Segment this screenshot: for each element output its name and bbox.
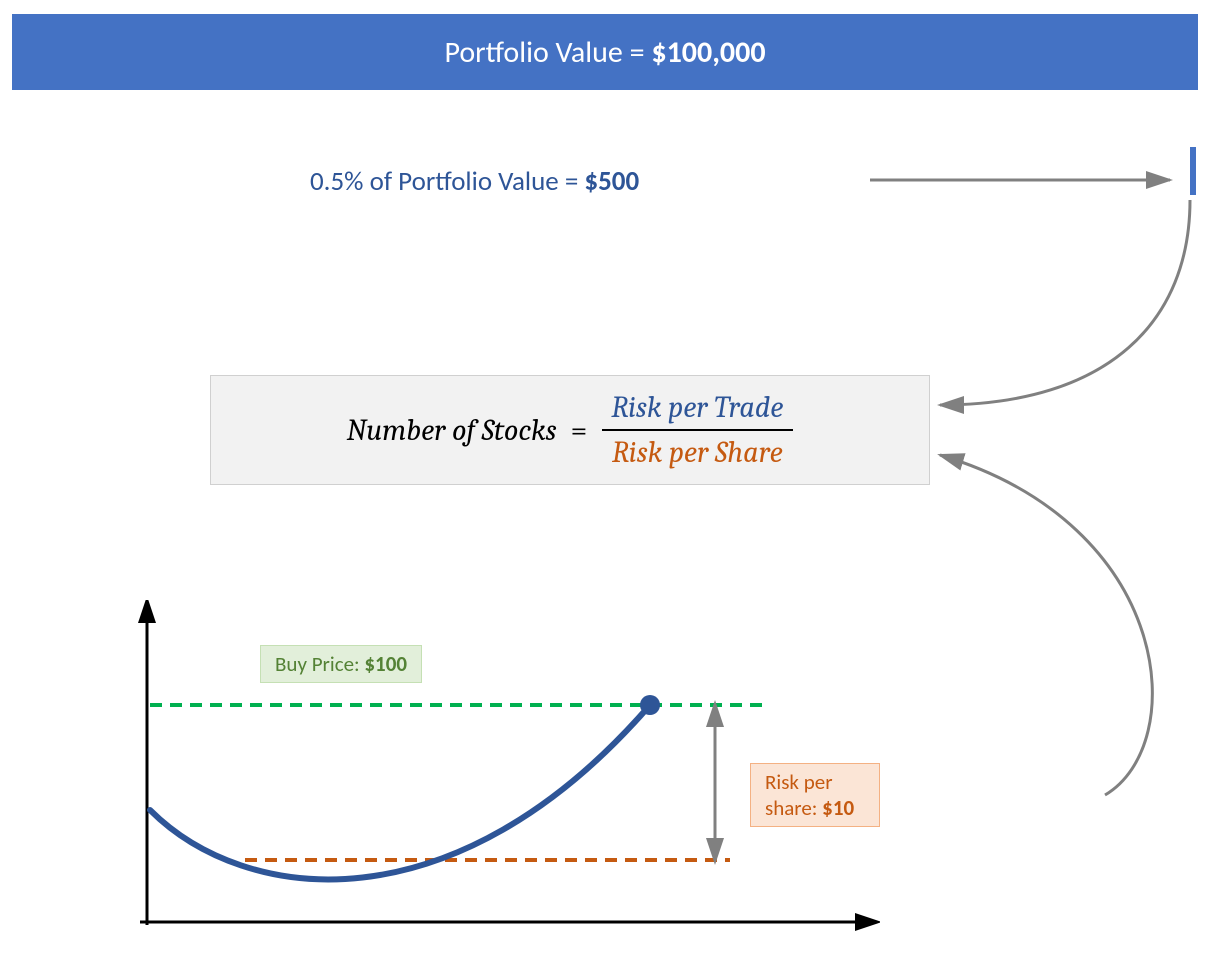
percent-value: $500 bbox=[584, 165, 639, 198]
connector-tick-to-numerator bbox=[930, 190, 1210, 420]
percent-row: 0.5% of Portfolio Value = $500 bbox=[310, 165, 1210, 198]
price-chart: Buy Price: $100 Risk per share: $10 bbox=[125, 600, 880, 940]
header-value: $100,000 bbox=[651, 34, 765, 71]
header-bar: Portfolio Value = $100,000 bbox=[12, 14, 1198, 90]
buy-price-label: Buy Price: $100 bbox=[260, 645, 422, 683]
formula-denominator: Risk per Share bbox=[602, 429, 793, 470]
connector-risk-to-denominator bbox=[930, 445, 1210, 805]
risk-per-share-value: $10 bbox=[822, 795, 854, 821]
portfolio-tick bbox=[1190, 147, 1196, 195]
buy-price-value: $100 bbox=[364, 651, 407, 677]
header-text: Portfolio Value = $100,000 bbox=[444, 34, 765, 71]
formula-fraction: Risk per Trade Risk per Share bbox=[601, 390, 793, 470]
percent-text: 0.5% of Portfolio Value = $500 bbox=[310, 165, 639, 198]
risk-per-share-label: Risk per share: $10 bbox=[750, 763, 880, 827]
formula: Number of Stocks = Risk per Trade Risk p… bbox=[347, 390, 794, 470]
equals-sign: = bbox=[571, 413, 588, 448]
formula-lhs: Number of Stocks bbox=[347, 413, 557, 448]
header-label: Portfolio Value = bbox=[444, 34, 651, 71]
formula-box: Number of Stocks = Risk per Trade Risk p… bbox=[210, 375, 930, 485]
buy-price-prefix: Buy Price: bbox=[275, 651, 364, 677]
formula-numerator: Risk per Trade bbox=[601, 390, 793, 429]
buy-point-dot bbox=[640, 695, 660, 715]
percent-label: 0.5% of Portfolio Value = bbox=[310, 165, 584, 198]
price-curve bbox=[150, 705, 650, 879]
